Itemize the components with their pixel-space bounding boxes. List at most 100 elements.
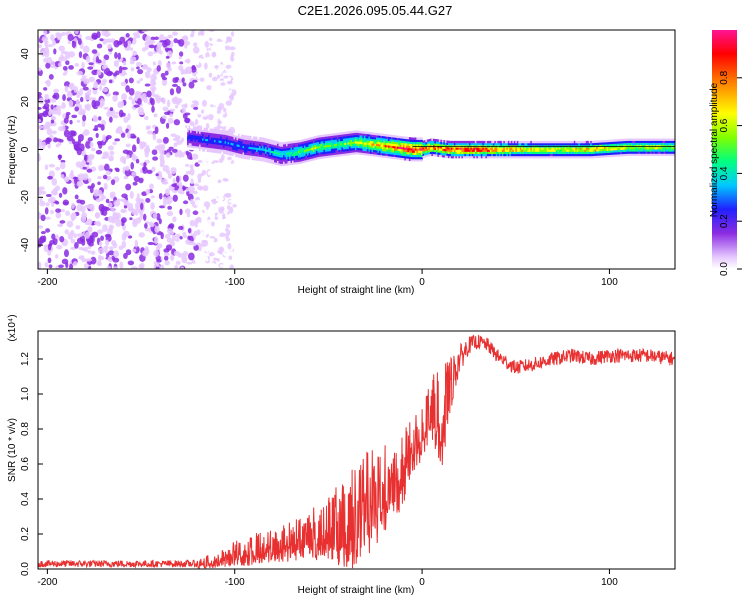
noise-blob <box>181 104 188 108</box>
signal-cell <box>587 155 590 159</box>
signal-cell <box>641 138 644 141</box>
noise-blob <box>102 134 106 143</box>
signal-cell <box>363 137 366 141</box>
signal-cell <box>266 160 269 163</box>
signal-cell <box>218 140 221 143</box>
signal-cell <box>336 145 339 149</box>
signal-cell <box>188 140 191 144</box>
noise-blob <box>212 154 220 158</box>
signal-cell <box>441 148 444 151</box>
noise-blob <box>101 30 108 37</box>
signal-cell <box>587 149 590 152</box>
signal-cell <box>434 147 437 150</box>
noise-blob <box>110 179 116 186</box>
signal-cell <box>292 158 294 161</box>
signal-cell <box>257 156 260 159</box>
signal-cell <box>284 143 287 147</box>
signal-cell <box>293 140 296 144</box>
noise-blob <box>225 192 232 198</box>
signal-cell <box>612 154 615 157</box>
noise-blob <box>216 171 223 179</box>
signal-cell <box>428 147 431 151</box>
signal-cell <box>447 140 450 144</box>
signal-cell <box>335 132 338 136</box>
signal-cell <box>410 141 413 145</box>
signal-cell <box>410 152 413 155</box>
signal-cell <box>396 154 399 158</box>
signal-cell <box>548 147 551 150</box>
signal-cell <box>342 142 345 146</box>
signal-cell <box>320 143 323 146</box>
noise-blob <box>62 72 67 76</box>
signal-cell <box>359 152 362 155</box>
signal-cell <box>552 149 555 152</box>
signal-cell <box>248 157 251 160</box>
noise-blob <box>241 227 245 232</box>
signal-cell <box>351 145 354 149</box>
signal-cell <box>626 147 629 150</box>
signal-cell <box>450 147 453 150</box>
noise-blob <box>170 133 177 137</box>
noise-blob <box>232 79 236 84</box>
signal-cell <box>324 155 327 159</box>
signal-cell <box>524 147 527 150</box>
signal-cell <box>396 139 399 143</box>
signal-cell <box>578 155 581 159</box>
signal-cell <box>260 141 263 145</box>
signal-cell <box>368 149 371 152</box>
signal-cell <box>217 135 220 139</box>
signal-cell <box>629 153 632 156</box>
noise-blob <box>165 55 170 59</box>
signal-cell <box>485 153 488 157</box>
signal-cell <box>339 134 342 137</box>
signal-cell <box>275 151 278 155</box>
signal-cell <box>551 147 554 150</box>
signal-cell <box>202 142 205 145</box>
signal-cell <box>245 146 248 149</box>
signal-cell <box>375 143 378 147</box>
signal-cell <box>477 149 480 152</box>
signal-cell <box>567 155 570 159</box>
noise-blob <box>142 47 146 52</box>
signal-cell <box>521 147 524 150</box>
noise-blob <box>97 123 102 128</box>
signal-cell <box>324 138 327 141</box>
signal-cell <box>495 140 498 144</box>
noise-blob <box>220 206 225 212</box>
signal-cell <box>588 155 591 159</box>
signal-cell <box>374 149 377 153</box>
signal-cell <box>494 143 497 146</box>
signal-cell <box>262 137 265 140</box>
signal-cell <box>244 156 247 160</box>
signal-cell <box>194 126 197 129</box>
noise-blob <box>87 226 93 233</box>
signal-cell <box>474 143 477 146</box>
signal-cell <box>238 146 241 150</box>
noise-blob <box>207 219 212 223</box>
signal-cell <box>608 148 611 151</box>
noise-blob <box>47 250 51 256</box>
signal-cell <box>555 147 558 150</box>
noise-blob <box>162 106 169 112</box>
snr-panel: -200 -100 0 100 0.00.20.40.60.81.01.2 Heigh… <box>7 314 676 596</box>
signal-cell <box>238 138 241 141</box>
signal-cell <box>268 149 271 153</box>
signal-cell <box>668 147 671 150</box>
signal-cell <box>205 149 208 152</box>
signal-cell <box>203 147 206 150</box>
signal-cell <box>220 129 223 133</box>
noise-blob <box>44 207 49 215</box>
noise-blob <box>60 56 68 62</box>
signal-cell <box>588 151 591 155</box>
noise-blob <box>98 247 105 254</box>
noise-blob <box>200 30 205 37</box>
noise-blob <box>206 69 210 74</box>
signal-cell <box>327 146 330 150</box>
signal-cell <box>449 153 452 157</box>
signal-cell <box>242 137 245 140</box>
noise-blob <box>200 231 207 237</box>
signal-cell <box>480 151 483 155</box>
signal-cell <box>449 149 452 152</box>
noise-blob <box>148 39 156 44</box>
signal-cell <box>226 132 229 136</box>
